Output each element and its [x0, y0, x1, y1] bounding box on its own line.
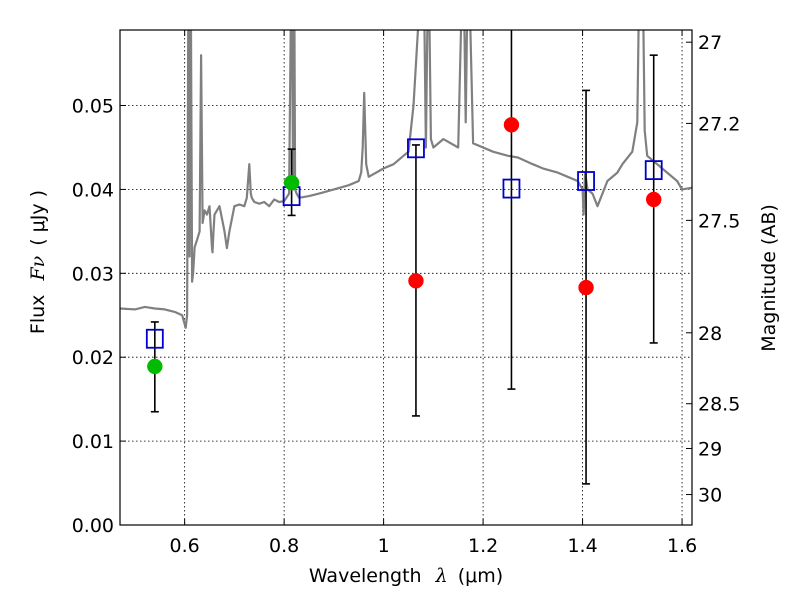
y-tick-label: 0.03	[72, 263, 114, 285]
x-tick-label: 0.8	[269, 535, 299, 557]
model-photometry-square	[502, 178, 521, 199]
y-tick-label: 0.00	[72, 515, 114, 537]
model-photometry-square	[577, 171, 595, 191]
plot-area-background	[120, 30, 692, 525]
model-photometry-square	[407, 138, 425, 159]
detection-point	[283, 174, 300, 191]
y-tick-label: 0.02	[72, 347, 114, 369]
y2-tick-label: 28	[698, 323, 722, 345]
y2-tick-label: 28.5	[698, 394, 740, 416]
y2-axis-ticks: 27 27.2 27.5 28 28.5 29 30	[686, 32, 740, 507]
y-tick-label: 0.05	[72, 96, 114, 118]
observed-point-layer	[147, 117, 662, 375]
x-tick-label: 1.6	[667, 535, 697, 557]
axes-frame	[119, 29, 693, 526]
y2-axis-label: Magnitude (AB)	[758, 204, 780, 352]
y2-tick-label: 27	[698, 32, 722, 54]
upper-limit-point	[578, 279, 594, 296]
spectrum-line	[120, 30, 692, 329]
upper-limit-point	[408, 273, 424, 289]
y2-tick-label: 29	[698, 438, 722, 460]
x-tick-label: 1	[378, 535, 390, 557]
model-photometry-square	[145, 328, 164, 349]
detection-point	[147, 358, 163, 375]
upper-limit-point	[645, 191, 662, 208]
y-tick-label: 0.04	[72, 179, 114, 201]
x-axis-label: Wavelength λ (μm)	[309, 565, 503, 587]
model-photometry-square	[644, 160, 663, 181]
y2-tick-label: 30	[698, 485, 722, 507]
x-tick-label: 1.2	[468, 535, 498, 557]
upper-limit-point	[503, 117, 520, 133]
y2-tick-label: 27.5	[698, 210, 740, 232]
x-tick-label: 1.4	[567, 535, 597, 557]
spectrum-layer	[120, 30, 692, 329]
y-axis-ticks: 0.00 0.01 0.02 0.03 0.04 0.05	[72, 96, 126, 537]
x-axis-ticks: 0.6 0.8 1 1.2 1.4 1.6	[170, 30, 697, 557]
y-axis-label: Flux Fν ( μJy )	[27, 190, 49, 334]
x-tick-label: 0.6	[170, 535, 200, 557]
y2-tick-label: 27.2	[698, 113, 740, 135]
y-tick-label: 0.01	[72, 431, 114, 453]
